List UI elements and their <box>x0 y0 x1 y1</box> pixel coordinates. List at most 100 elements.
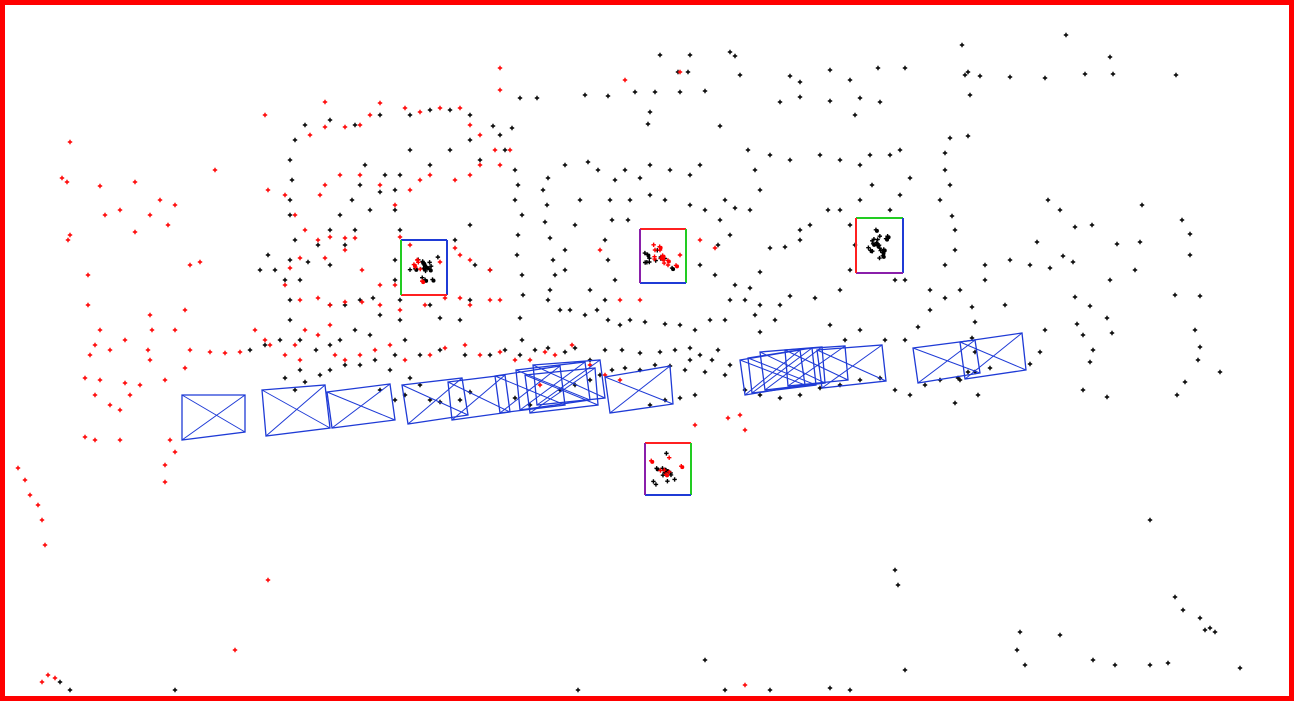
obstacle-point <box>662 321 668 327</box>
obstacle-point <box>427 302 433 308</box>
obstacle-point <box>67 687 73 693</box>
obstacle-point <box>392 187 398 193</box>
obstacle-point <box>562 162 568 168</box>
obstacle-point <box>313 347 319 353</box>
dynamic-point <box>307 132 313 138</box>
obstacle-point <box>357 182 363 188</box>
dynamic-point <box>661 260 667 266</box>
dynamic-point <box>552 352 558 358</box>
obstacle-point <box>423 268 428 274</box>
dynamic-point <box>102 212 108 218</box>
obstacle-point <box>512 395 518 401</box>
obstacle-point <box>665 479 670 484</box>
obstacle-point <box>959 42 965 48</box>
obstacle-point <box>652 362 658 368</box>
obstacle-point <box>547 287 553 293</box>
obstacle-point <box>1179 217 1185 223</box>
obstacle-point <box>847 687 853 693</box>
dynamic-point <box>359 299 365 305</box>
obstacle-point <box>605 257 611 263</box>
dynamic-point <box>92 342 98 348</box>
obstacle-point <box>962 72 968 78</box>
obstacle-point <box>732 205 738 211</box>
obstacle-point <box>562 349 568 355</box>
dynamic-point <box>677 252 683 258</box>
dynamic-point <box>662 467 667 473</box>
obstacle-point <box>1104 394 1110 400</box>
obstacle-point <box>707 317 713 323</box>
dynamic-point <box>377 182 383 188</box>
dynamic-point <box>265 577 271 583</box>
obstacle-point <box>282 277 288 283</box>
obstacle-point <box>847 267 853 273</box>
obstacle-point <box>965 369 971 375</box>
obstacle-point <box>392 352 398 358</box>
dynamic-point <box>442 345 448 351</box>
obstacle-point <box>1057 207 1063 213</box>
obstacle-point <box>1060 253 1066 259</box>
obstacle-point <box>327 367 333 373</box>
obstacle-point <box>1002 302 1008 308</box>
obstacle-point <box>1089 222 1095 228</box>
obstacle-point <box>337 212 343 218</box>
vehicle-box-layer <box>181 332 1027 441</box>
obstacle-point <box>969 304 975 310</box>
obstacle-point <box>677 89 683 95</box>
obstacle-point <box>647 109 653 115</box>
obstacle-point <box>937 197 943 203</box>
obstacle-point <box>827 67 833 73</box>
dynamic-point <box>122 337 128 343</box>
dynamic-point <box>377 302 383 308</box>
obstacle-point <box>617 322 623 328</box>
obstacle-point <box>777 99 783 105</box>
dynamic-point <box>652 254 657 259</box>
dynamic-point <box>167 437 173 443</box>
obstacle-point <box>277 337 283 343</box>
dynamic-point <box>64 179 70 185</box>
obstacle-point <box>622 365 628 371</box>
obstacle-point <box>687 345 693 351</box>
dynamic-point <box>127 392 133 398</box>
obstacle-point <box>1037 349 1043 355</box>
dynamic-point <box>617 377 623 383</box>
dynamic-point <box>697 237 703 243</box>
dynamic-point <box>182 365 188 371</box>
dynamic-point <box>737 412 743 418</box>
dynamic-point <box>651 242 656 247</box>
obstacle-point <box>727 49 733 55</box>
obstacle-point <box>902 667 908 673</box>
obstacle-point <box>352 122 358 128</box>
point-blob <box>680 465 685 470</box>
obstacle-point <box>289 177 295 183</box>
dynamic-point <box>342 299 348 305</box>
obstacle-point <box>752 167 758 173</box>
dynamic-point <box>322 255 328 261</box>
obstacle-point <box>582 312 588 318</box>
dynamic-point <box>149 327 155 333</box>
obstacle-point <box>327 342 333 348</box>
obstacle-point <box>428 263 434 269</box>
obstacle-point <box>1139 202 1145 208</box>
obstacle-point <box>612 277 618 283</box>
obstacle-point <box>969 335 975 341</box>
dynamic-point <box>282 192 288 198</box>
obstacle-point <box>357 362 363 368</box>
obstacle-point <box>1195 357 1201 363</box>
dynamic-point <box>292 212 298 218</box>
dynamic-point <box>97 377 103 383</box>
obstacle-point <box>514 252 520 258</box>
dynamic-point <box>342 357 348 363</box>
obstacle-point <box>317 372 323 378</box>
dynamic-point <box>527 357 533 363</box>
obstacle-point <box>487 352 493 358</box>
obstacle-point <box>907 392 913 398</box>
obstacle-point <box>975 392 981 398</box>
obstacle-point <box>1047 265 1053 271</box>
obstacle-point <box>767 152 773 158</box>
dynamic-point <box>617 297 623 303</box>
obstacle-point <box>1072 224 1078 230</box>
obstacle-point <box>402 337 408 343</box>
obstacle-point <box>292 137 298 143</box>
obstacle-point <box>1109 330 1115 336</box>
obstacle-point <box>942 167 948 173</box>
